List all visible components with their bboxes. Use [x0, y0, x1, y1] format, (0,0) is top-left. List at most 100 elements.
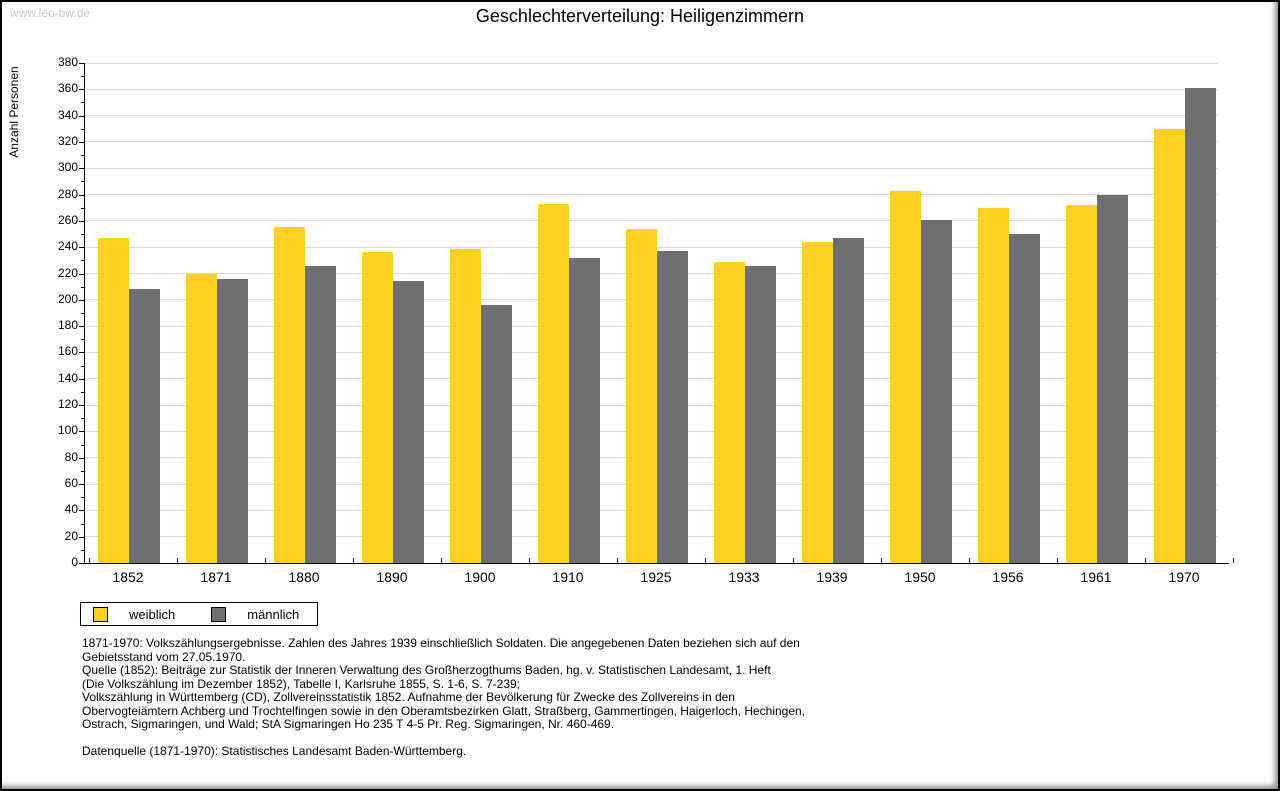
ytick-minor-90	[81, 444, 84, 446]
bar-männlich-1880	[305, 266, 336, 563]
ytick-label-280: 280	[57, 186, 78, 201]
ytick-minor-230	[81, 260, 84, 262]
ytick-60	[79, 484, 84, 486]
ytick-label-340: 340	[57, 107, 78, 122]
ytick-label-220: 220	[57, 265, 78, 280]
ytick-label-40: 40	[64, 502, 78, 517]
bar-weiblich-1890	[362, 252, 393, 563]
ytick-40	[79, 510, 84, 512]
bar-männlich-1910	[569, 258, 600, 563]
ytick-minor-110	[81, 418, 84, 420]
ytick-label-60: 60	[64, 476, 78, 491]
xtick-7	[705, 558, 706, 563]
bar-weiblich-1950	[890, 191, 921, 563]
ytick-label-180: 180	[57, 318, 78, 333]
ytick-minor-10	[81, 549, 84, 551]
legend-swatch-weiblich	[93, 606, 108, 622]
xtick-3	[353, 558, 354, 563]
ytick-minor-130	[81, 391, 84, 393]
bar-männlich-1925	[657, 251, 688, 563]
ytick-minor-370	[81, 76, 84, 78]
datasource-line: Datenquelle (1871-1970): Statistisches L…	[82, 744, 467, 758]
xtick-2	[265, 558, 266, 563]
footnote-line-2: Gebietsstand vom 27.05.1970.	[82, 649, 246, 664]
xtick-13	[1233, 558, 1234, 563]
bar-weiblich-1970	[1154, 129, 1185, 563]
footnote-line-3: Quelle (1852): Beiträge zur Statistik de…	[82, 663, 771, 677]
ytick-minor-30	[81, 523, 84, 525]
ytick-label-240: 240	[57, 239, 78, 254]
xtick-label-1871: 1871	[200, 569, 232, 585]
footnote-line-4: (Die Volkszählung im Dezember 1852), Tab…	[82, 676, 521, 691]
legend-label-männlich: männlich	[247, 606, 300, 622]
bar-männlich-1970	[1185, 88, 1216, 563]
ytick-label-320: 320	[57, 133, 78, 148]
bar-männlich-1939	[833, 238, 864, 563]
legend-swatch-männlich	[211, 606, 227, 622]
ytick-260	[79, 220, 84, 222]
ytick-340	[79, 115, 84, 117]
gridline-360	[85, 88, 1219, 90]
gridline-300	[85, 167, 1219, 169]
xtick-label-1900: 1900	[464, 569, 496, 585]
xtick-0	[89, 558, 90, 563]
ytick-minor-50	[81, 497, 84, 499]
bar-weiblich-1910	[538, 204, 569, 563]
x-axis-line	[84, 563, 1229, 564]
xtick-12	[1145, 558, 1146, 563]
xtick-8	[793, 558, 794, 563]
ytick-280	[79, 194, 84, 196]
bar-weiblich-1852	[98, 238, 129, 563]
gridline-320	[85, 141, 1219, 143]
ytick-minor-150	[81, 365, 84, 367]
bar-weiblich-1956	[978, 208, 1009, 563]
xtick-label-1950: 1950	[904, 569, 936, 585]
legend-item-weiblich: weiblich	[93, 606, 211, 622]
ytick-label-160: 160	[57, 344, 78, 359]
bar-weiblich-1933	[714, 262, 745, 563]
footer-notes: 1871-1970: Volkszählungsergebnisse. Zahl…	[82, 636, 806, 759]
ytick-140	[79, 378, 84, 380]
bar-männlich-1961	[1097, 195, 1128, 563]
ytick-240	[79, 247, 84, 249]
ytick-label-20: 20	[64, 528, 78, 543]
footnote-line-6: Obervogteiämtern Achberg und Trochtelfin…	[82, 703, 806, 718]
gridline-280	[85, 194, 1219, 196]
bar-weiblich-1880	[274, 227, 305, 563]
ytick-label-300: 300	[57, 160, 78, 175]
bar-männlich-1890	[393, 281, 424, 563]
ytick-300	[79, 168, 84, 170]
ytick-80	[79, 457, 84, 459]
xtick-1	[177, 558, 178, 563]
ytick-label-100: 100	[57, 423, 78, 438]
ytick-0	[79, 563, 84, 564]
xtick-label-1956: 1956	[992, 569, 1024, 585]
xtick-10	[969, 558, 970, 563]
ytick-minor-270	[81, 207, 84, 209]
ytick-minor-290	[81, 181, 84, 183]
ytick-minor-350	[81, 102, 84, 104]
ytick-220	[79, 273, 84, 275]
footnote-line-1: 1871-1970: Volkszählungsergebnisse. Zahl…	[82, 636, 800, 650]
gridline-340	[85, 115, 1219, 117]
gridline-260	[85, 220, 1219, 222]
bar-weiblich-1939	[802, 242, 833, 563]
ytick-label-360: 360	[57, 81, 78, 96]
ytick-minor-70	[81, 470, 84, 472]
bar-weiblich-1925	[626, 229, 657, 563]
ytick-200	[79, 299, 84, 301]
xtick-5	[529, 558, 530, 563]
ytick-380	[79, 63, 84, 64]
xtick-label-1852: 1852	[112, 569, 144, 585]
watermark-url: www.leo-bw.de	[10, 6, 91, 20]
bar-männlich-1956	[1009, 234, 1040, 563]
ytick-label-380: 380	[57, 55, 78, 69]
xtick-label-1933: 1933	[728, 569, 760, 585]
xtick-label-1970: 1970	[1168, 569, 1200, 585]
ytick-180	[79, 326, 84, 328]
ytick-minor-210	[81, 286, 84, 288]
ytick-minor-190	[81, 313, 84, 314]
xtick-label-1925: 1925	[640, 569, 672, 585]
xtick-9	[881, 558, 882, 563]
xtick-label-1890: 1890	[376, 569, 408, 585]
